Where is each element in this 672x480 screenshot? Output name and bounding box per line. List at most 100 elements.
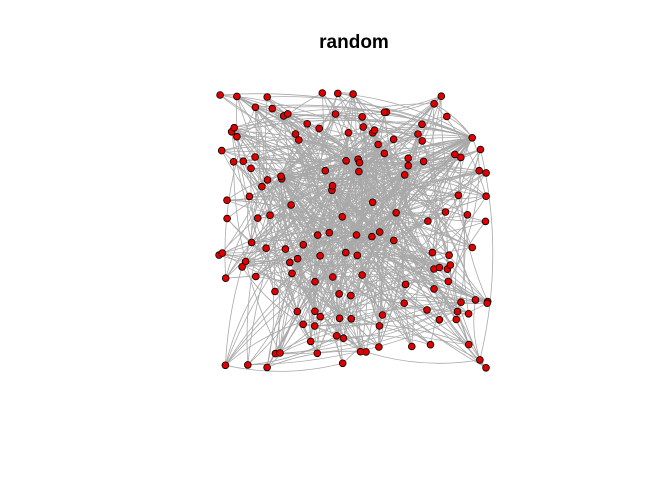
graph-edge [247,153,385,366]
graph-edge [265,247,367,353]
graph-node [338,213,347,221]
graph-edge [220,93,473,139]
graph-edge [395,212,488,302]
graph-node [216,91,224,99]
graph-node [316,312,325,321]
graph-node [241,257,250,266]
graph-edge [395,212,487,369]
graph-edge [289,194,459,263]
graph-node [341,248,350,257]
graph-node [266,211,274,220]
graph-node [451,150,459,159]
graph-edge [283,115,470,345]
graph-node [221,274,230,283]
graph-node [428,248,437,257]
graph-node [426,340,435,349]
graph-edge [460,157,489,302]
graph-node [293,307,302,316]
graph-edge [439,267,488,302]
graph-node [333,89,342,98]
graph-node [313,231,322,239]
graph-edge [357,159,413,347]
graph-node [283,110,292,118]
graph-edge [328,185,340,295]
graph-node [335,314,344,323]
graph-node [223,214,231,223]
graph-node [482,192,490,201]
graph-edge [319,128,385,154]
graph-edge [225,362,343,372]
graph-node [339,334,348,343]
graph-node [476,356,484,364]
graph-edge [403,268,435,304]
graph-edge [352,93,487,197]
graph-edge [342,137,473,218]
graph-node [342,157,350,165]
graph-node [392,209,401,217]
graph-node [293,254,302,263]
graph-edge [289,262,352,320]
graph-edge [357,103,435,160]
graph-edge [314,302,405,327]
graph-edge [314,170,480,283]
graph-edge [242,92,323,162]
graph-node [299,241,308,249]
graph-node [238,263,246,271]
graph-edge [310,301,462,342]
graph-node [404,161,413,170]
graph-node [442,112,451,121]
graph-node [444,277,453,286]
graph-node [418,120,426,129]
graph-edge [280,144,379,177]
graph-node [321,166,330,175]
graph-edge [351,308,428,320]
graph-node [328,182,337,190]
graph-edge [266,96,357,236]
graph-edge [241,266,304,325]
graph-edge [362,254,450,276]
graph-node [419,157,428,166]
graph-node [358,113,367,121]
graph-edge [374,130,440,321]
graph-edge [233,127,450,256]
graph-node [311,307,319,316]
graph-node [476,145,485,154]
graph-edge [357,158,459,196]
graph-node [452,315,461,324]
graph-node [445,251,453,260]
graph-edge [222,252,340,295]
graph-node [423,306,431,314]
graph-edge [245,220,429,262]
graph-edge [226,175,282,201]
graph-edge [279,313,469,354]
graph-edge [362,126,488,302]
graph-edge [226,218,340,295]
graph-node [306,337,315,346]
graph-node [400,171,409,179]
graph-edge [225,316,321,366]
graph-edge [289,255,448,270]
graph-node [313,349,322,358]
graph-edge [401,133,419,347]
node-layer [215,89,492,372]
graph-edge [280,175,397,214]
graph-edge [316,137,473,354]
graph-edge [298,139,359,160]
graph-edge [255,107,413,347]
graph-edge [280,176,358,256]
graph-node [437,92,446,100]
graph-node [247,164,255,173]
graph-edge [358,171,473,248]
graph-edge [275,301,462,354]
graph-edge [287,113,461,158]
graph-node [303,120,312,128]
graph-node [263,363,271,372]
graph-edge [251,176,282,243]
graph-edge [234,117,473,139]
graph-node [401,280,410,289]
graph-edge [372,132,397,213]
graph-node [285,258,294,267]
graph-node [258,182,266,191]
graph-node [468,134,477,142]
graph-node [453,307,462,316]
